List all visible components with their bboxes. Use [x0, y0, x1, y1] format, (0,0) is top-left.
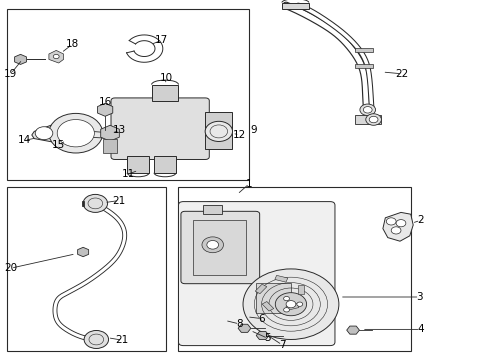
Bar: [178, 187, 410, 351]
Circle shape: [390, 227, 400, 234]
Bar: [282, 3, 308, 9]
Circle shape: [206, 240, 218, 249]
Polygon shape: [256, 332, 268, 339]
Circle shape: [285, 301, 295, 308]
FancyBboxPatch shape: [178, 202, 334, 346]
Text: 10: 10: [160, 73, 172, 83]
Text: 22: 22: [394, 69, 408, 79]
Circle shape: [296, 302, 302, 306]
Text: 7: 7: [278, 340, 285, 350]
Circle shape: [84, 330, 108, 348]
Polygon shape: [346, 326, 359, 334]
Text: 19: 19: [4, 69, 18, 79]
Bar: [127, 156, 149, 173]
Text: 16: 16: [98, 96, 112, 107]
Circle shape: [202, 237, 223, 253]
Circle shape: [283, 296, 289, 301]
Circle shape: [395, 220, 405, 227]
Bar: [193, 220, 245, 275]
Polygon shape: [238, 324, 250, 332]
Bar: [255, 284, 266, 294]
Polygon shape: [32, 124, 68, 142]
Bar: [205, 112, 232, 149]
Text: 2: 2: [416, 215, 423, 225]
Bar: [203, 205, 222, 214]
Bar: [285, 303, 298, 310]
Bar: [151, 85, 178, 101]
Text: 4: 4: [416, 324, 423, 334]
Text: 18: 18: [65, 39, 79, 49]
Text: 12: 12: [232, 130, 246, 140]
Circle shape: [49, 113, 102, 153]
Circle shape: [243, 269, 338, 339]
FancyBboxPatch shape: [181, 211, 259, 284]
Bar: [274, 275, 287, 282]
Text: 21: 21: [115, 335, 129, 345]
Text: 20: 20: [4, 263, 17, 273]
Circle shape: [359, 104, 375, 116]
Text: 3: 3: [415, 292, 422, 302]
Circle shape: [275, 293, 306, 316]
Polygon shape: [49, 50, 63, 63]
Bar: [354, 64, 372, 68]
Text: 5: 5: [264, 333, 271, 343]
Bar: [255, 283, 290, 313]
Text: 11: 11: [121, 169, 135, 179]
Circle shape: [283, 308, 289, 312]
Text: 8: 8: [236, 319, 243, 329]
Circle shape: [205, 121, 232, 141]
Bar: [354, 48, 372, 52]
Circle shape: [363, 107, 371, 113]
Polygon shape: [97, 103, 113, 116]
Circle shape: [386, 218, 395, 225]
Bar: [262, 302, 273, 311]
FancyBboxPatch shape: [111, 98, 209, 159]
Text: 1: 1: [245, 179, 252, 189]
Text: 13: 13: [113, 125, 126, 135]
Text: 21: 21: [112, 195, 125, 206]
Bar: [7, 187, 166, 351]
Text: 14: 14: [18, 135, 31, 145]
Bar: [297, 285, 303, 294]
Text: 17: 17: [154, 35, 168, 45]
Bar: [102, 139, 117, 153]
Polygon shape: [382, 212, 412, 241]
Polygon shape: [101, 125, 119, 141]
Text: 9: 9: [249, 125, 256, 135]
Text: 15: 15: [52, 140, 65, 150]
Bar: [354, 115, 381, 124]
Text: 6: 6: [258, 314, 264, 324]
Polygon shape: [15, 54, 26, 64]
Circle shape: [368, 116, 377, 123]
Polygon shape: [78, 247, 88, 257]
Circle shape: [365, 114, 381, 125]
Circle shape: [83, 194, 107, 212]
Circle shape: [53, 54, 59, 59]
Circle shape: [35, 127, 53, 140]
Bar: [154, 156, 176, 173]
Bar: [7, 9, 249, 180]
Circle shape: [57, 120, 94, 147]
